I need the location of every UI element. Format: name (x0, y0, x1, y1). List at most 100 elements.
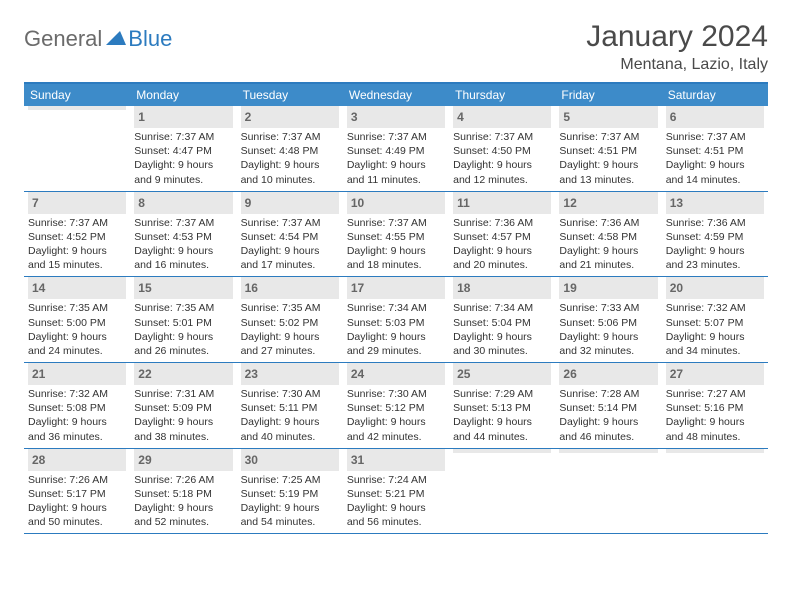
day-cell: 1Sunrise: 7:37 AMSunset: 4:47 PMDaylight… (130, 106, 236, 191)
sunrise-text: Sunrise: 7:29 AM (453, 387, 551, 401)
sunset-text: Sunset: 5:03 PM (347, 316, 445, 330)
day-cell: 4Sunrise: 7:37 AMSunset: 4:50 PMDaylight… (449, 106, 555, 191)
day-number: 12 (563, 196, 576, 210)
sunset-text: Sunset: 4:53 PM (134, 230, 232, 244)
day-cell: 9Sunrise: 7:37 AMSunset: 4:54 PMDaylight… (237, 192, 343, 277)
week-row: 14Sunrise: 7:35 AMSunset: 5:00 PMDayligh… (24, 277, 768, 363)
sunset-text: Sunset: 4:58 PM (559, 230, 657, 244)
daylight-text: Daylight: 9 hours and 42 minutes. (347, 415, 445, 443)
day-cell: 27Sunrise: 7:27 AMSunset: 5:16 PMDayligh… (662, 363, 768, 448)
day-cell (449, 449, 555, 534)
day-number: 31 (351, 453, 364, 467)
daylight-text: Daylight: 9 hours and 36 minutes. (28, 415, 126, 443)
day-number: 1 (138, 110, 145, 124)
sunset-text: Sunset: 5:18 PM (134, 487, 232, 501)
sunrise-text: Sunrise: 7:26 AM (28, 473, 126, 487)
day-number: 25 (457, 367, 470, 381)
sunset-text: Sunset: 5:14 PM (559, 401, 657, 415)
sunset-text: Sunset: 4:54 PM (241, 230, 339, 244)
day-cell: 2Sunrise: 7:37 AMSunset: 4:48 PMDaylight… (237, 106, 343, 191)
daylight-text: Daylight: 9 hours and 34 minutes. (666, 330, 764, 358)
sunrise-text: Sunrise: 7:37 AM (134, 130, 232, 144)
sunrise-text: Sunrise: 7:36 AM (559, 216, 657, 230)
daylight-text: Daylight: 9 hours and 17 minutes. (241, 244, 339, 272)
week-row: 7Sunrise: 7:37 AMSunset: 4:52 PMDaylight… (24, 192, 768, 278)
day-cell: 10Sunrise: 7:37 AMSunset: 4:55 PMDayligh… (343, 192, 449, 277)
daylight-text: Daylight: 9 hours and 48 minutes. (666, 415, 764, 443)
sunrise-text: Sunrise: 7:31 AM (134, 387, 232, 401)
sunset-text: Sunset: 5:01 PM (134, 316, 232, 330)
day-number: 27 (670, 367, 683, 381)
day-number: 7 (32, 196, 39, 210)
sunrise-text: Sunrise: 7:32 AM (666, 301, 764, 315)
daylight-text: Daylight: 9 hours and 11 minutes. (347, 158, 445, 186)
sunset-text: Sunset: 4:51 PM (666, 144, 764, 158)
day-cell: 23Sunrise: 7:30 AMSunset: 5:11 PMDayligh… (237, 363, 343, 448)
day-number: 9 (245, 196, 252, 210)
sunrise-text: Sunrise: 7:37 AM (134, 216, 232, 230)
daylight-text: Daylight: 9 hours and 44 minutes. (453, 415, 551, 443)
daylight-text: Daylight: 9 hours and 50 minutes. (28, 501, 126, 529)
sunset-text: Sunset: 4:55 PM (347, 230, 445, 244)
day-number: 26 (563, 367, 576, 381)
sunset-text: Sunset: 5:07 PM (666, 316, 764, 330)
sunset-text: Sunset: 5:00 PM (28, 316, 126, 330)
daylight-text: Daylight: 9 hours and 20 minutes. (453, 244, 551, 272)
sunrise-text: Sunrise: 7:35 AM (28, 301, 126, 315)
dow-monday: Monday (130, 84, 236, 106)
header: General Blue January 2024 Mentana, Lazio… (24, 20, 768, 74)
day-cell: 28Sunrise: 7:26 AMSunset: 5:17 PMDayligh… (24, 449, 130, 534)
day-number: 17 (351, 281, 364, 295)
day-number: 23 (245, 367, 258, 381)
day-number: 19 (563, 281, 576, 295)
daylight-text: Daylight: 9 hours and 32 minutes. (559, 330, 657, 358)
day-number: 30 (245, 453, 258, 467)
day-cell: 6Sunrise: 7:37 AMSunset: 4:51 PMDaylight… (662, 106, 768, 191)
sunset-text: Sunset: 4:51 PM (559, 144, 657, 158)
day-number: 21 (32, 367, 45, 381)
day-cell: 14Sunrise: 7:35 AMSunset: 5:00 PMDayligh… (24, 277, 130, 362)
logo-text-blue: Blue (128, 29, 172, 49)
day-number: 20 (670, 281, 683, 295)
day-number: 5 (563, 110, 570, 124)
sunrise-text: Sunrise: 7:37 AM (241, 130, 339, 144)
dow-sunday: Sunday (24, 84, 130, 106)
sunset-text: Sunset: 4:49 PM (347, 144, 445, 158)
day-number: 6 (670, 110, 677, 124)
sunset-text: Sunset: 4:52 PM (28, 230, 126, 244)
daylight-text: Daylight: 9 hours and 29 minutes. (347, 330, 445, 358)
day-cell: 26Sunrise: 7:28 AMSunset: 5:14 PMDayligh… (555, 363, 661, 448)
day-cell: 3Sunrise: 7:37 AMSunset: 4:49 PMDaylight… (343, 106, 449, 191)
sunset-text: Sunset: 5:17 PM (28, 487, 126, 501)
sunrise-text: Sunrise: 7:35 AM (134, 301, 232, 315)
sunrise-text: Sunrise: 7:37 AM (453, 130, 551, 144)
daylight-text: Daylight: 9 hours and 15 minutes. (28, 244, 126, 272)
week-row: 28Sunrise: 7:26 AMSunset: 5:17 PMDayligh… (24, 449, 768, 535)
sunrise-text: Sunrise: 7:33 AM (559, 301, 657, 315)
location: Mentana, Lazio, Italy (586, 56, 768, 74)
daylight-text: Daylight: 9 hours and 54 minutes. (241, 501, 339, 529)
daylight-text: Daylight: 9 hours and 10 minutes. (241, 158, 339, 186)
sunrise-text: Sunrise: 7:34 AM (453, 301, 551, 315)
day-number: 29 (138, 453, 151, 467)
dow-tuesday: Tuesday (237, 84, 343, 106)
day-cell: 18Sunrise: 7:34 AMSunset: 5:04 PMDayligh… (449, 277, 555, 362)
dow-wednesday: Wednesday (343, 84, 449, 106)
day-cell: 12Sunrise: 7:36 AMSunset: 4:58 PMDayligh… (555, 192, 661, 277)
day-of-week-header: Sunday Monday Tuesday Wednesday Thursday… (24, 84, 768, 106)
sunset-text: Sunset: 5:19 PM (241, 487, 339, 501)
daylight-text: Daylight: 9 hours and 18 minutes. (347, 244, 445, 272)
sunrise-text: Sunrise: 7:37 AM (559, 130, 657, 144)
sunset-text: Sunset: 5:21 PM (347, 487, 445, 501)
daylight-text: Daylight: 9 hours and 23 minutes. (666, 244, 764, 272)
day-number: 4 (457, 110, 464, 124)
sunset-text: Sunset: 5:06 PM (559, 316, 657, 330)
triangle-icon (106, 29, 126, 50)
sunset-text: Sunset: 5:16 PM (666, 401, 764, 415)
daylight-text: Daylight: 9 hours and 12 minutes. (453, 158, 551, 186)
sunset-text: Sunset: 5:04 PM (453, 316, 551, 330)
daylight-text: Daylight: 9 hours and 26 minutes. (134, 330, 232, 358)
dow-friday: Friday (555, 84, 661, 106)
sunrise-text: Sunrise: 7:30 AM (241, 387, 339, 401)
sunset-text: Sunset: 5:12 PM (347, 401, 445, 415)
